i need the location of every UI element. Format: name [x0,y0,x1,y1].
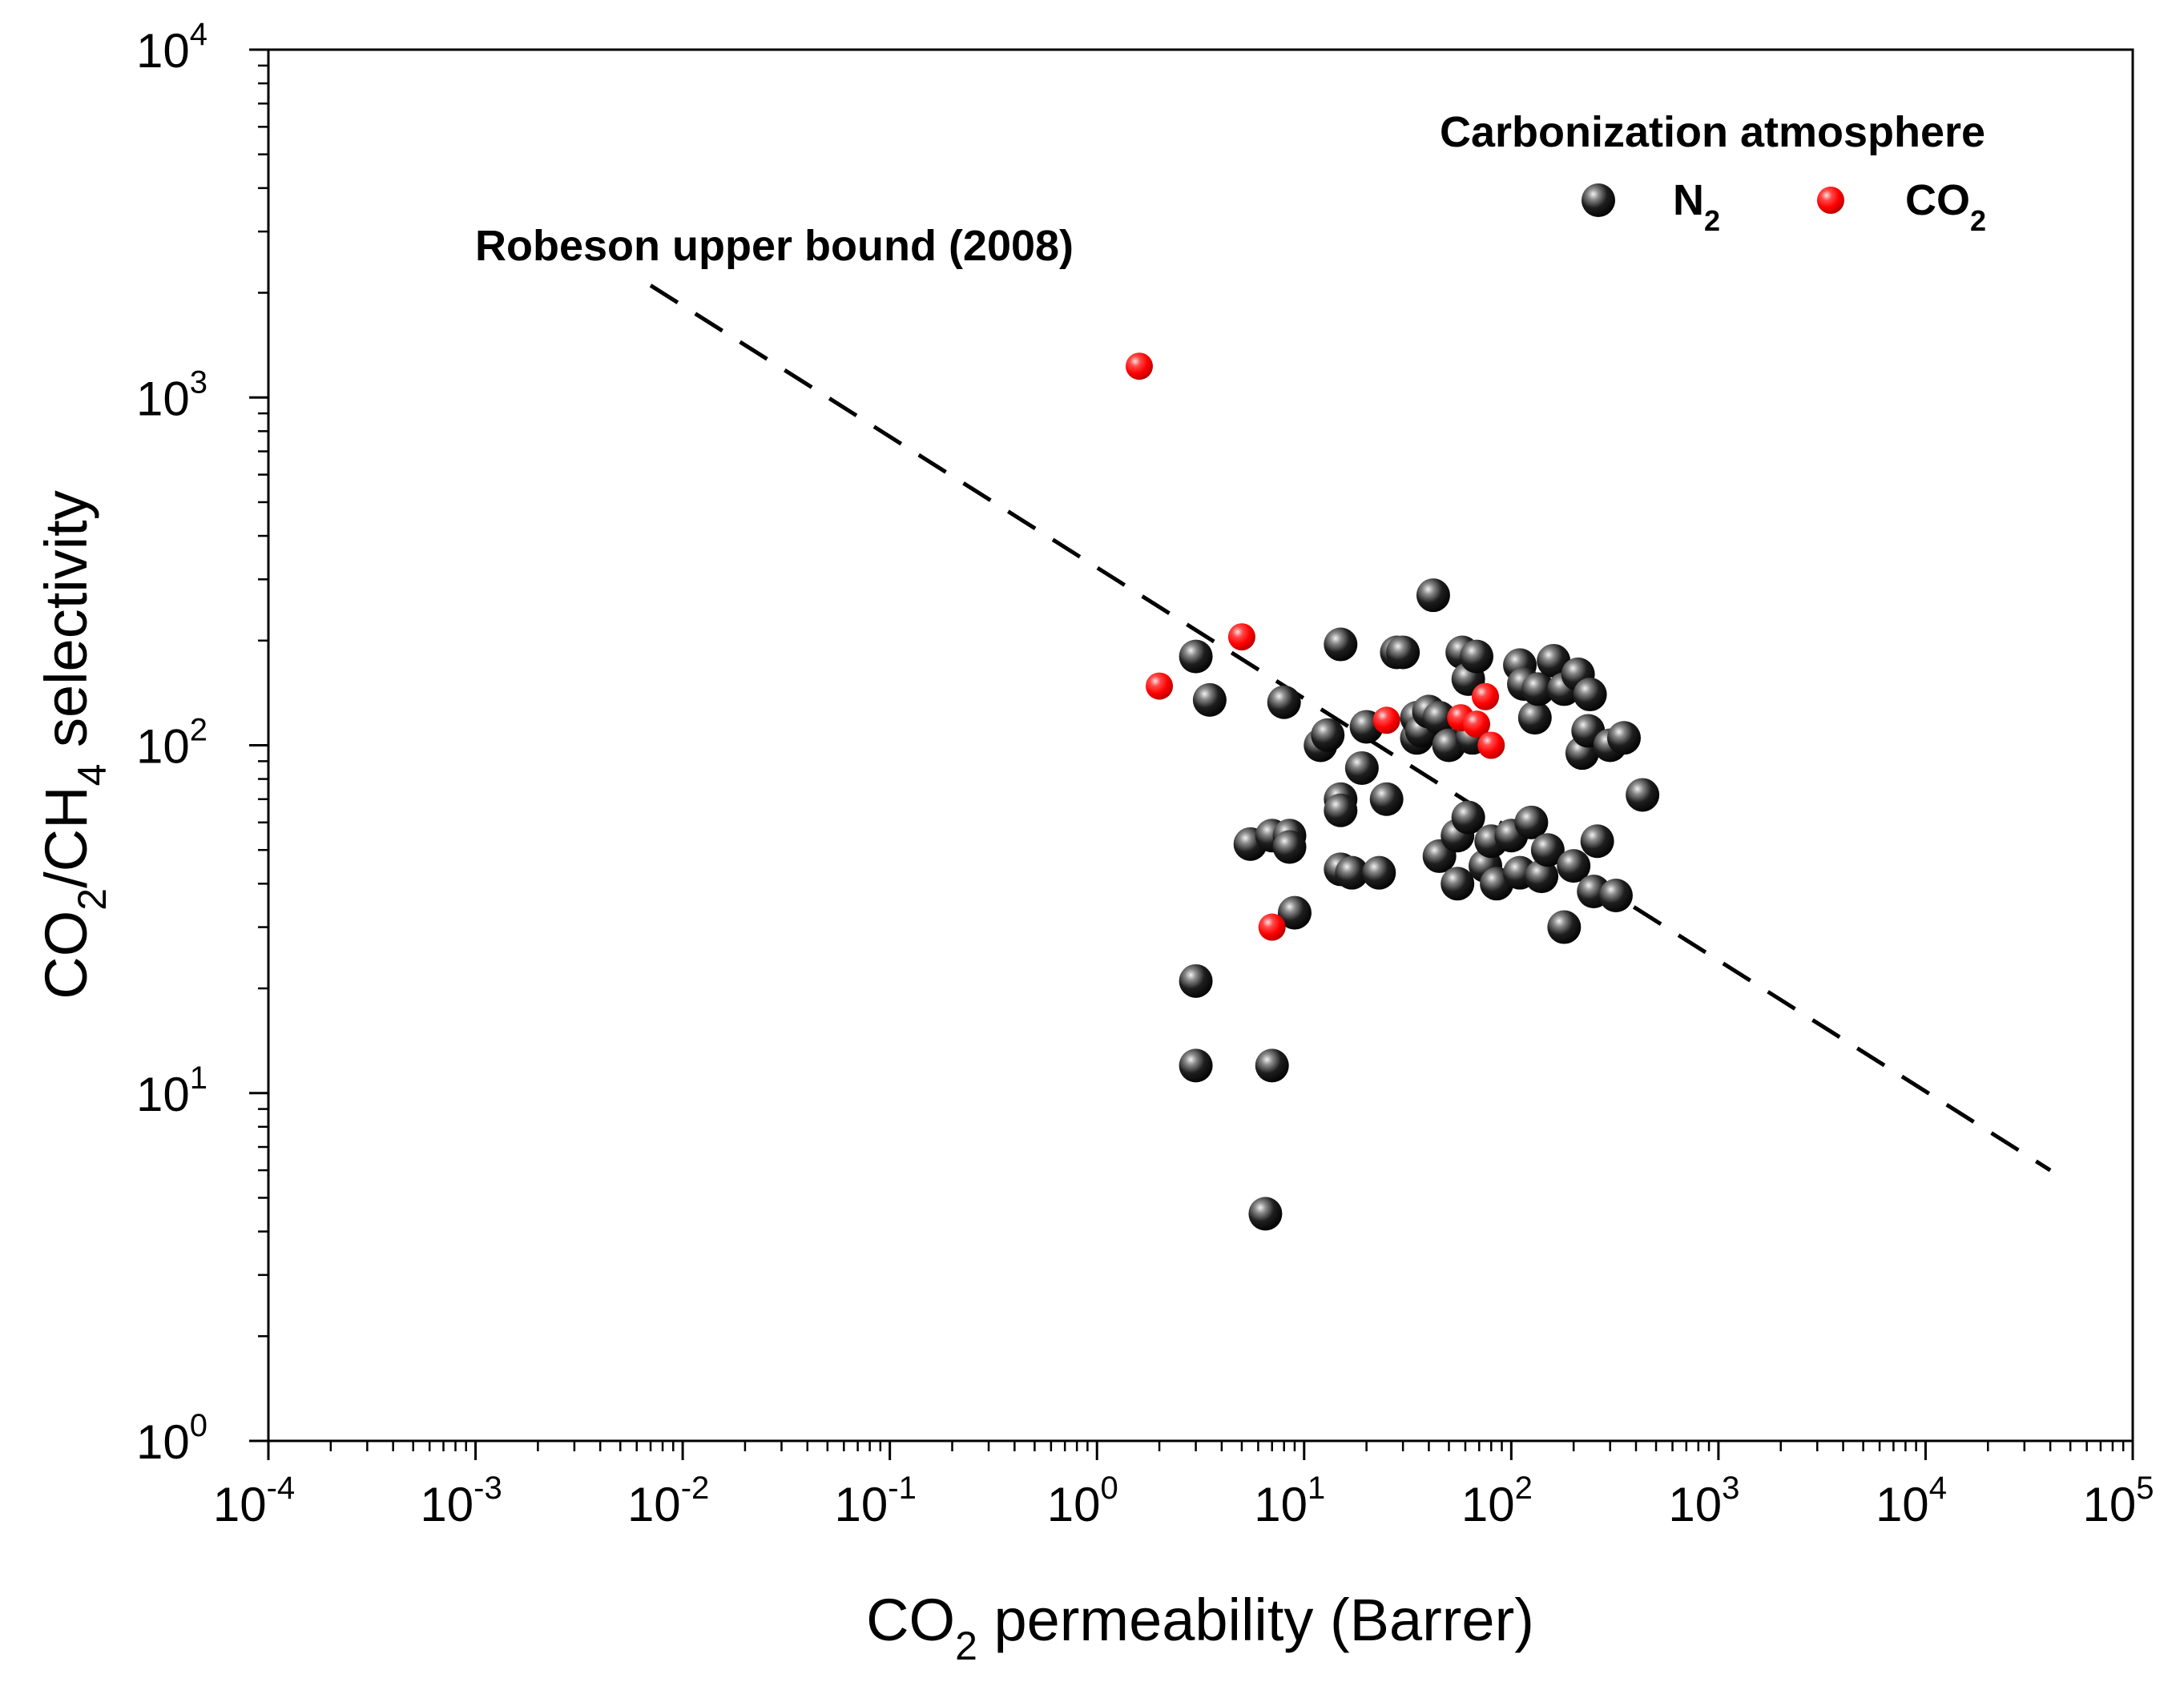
n2-data-point [1179,1048,1213,1083]
n2-data-point [1422,701,1457,735]
x-tick-label: 10-2 [627,1471,709,1531]
co2-data-point [1227,623,1255,651]
n2-data-point [1460,639,1494,674]
y-tick-label: 104 [136,17,208,78]
legend-n2-label: N2 [1673,176,1720,237]
n2-data-point [1530,833,1565,867]
x-tick-label: 10-4 [213,1471,295,1531]
legend-co2-marker [1817,187,1844,214]
n2-data-point [1344,750,1379,785]
y-tick-label: 101 [136,1060,208,1121]
n2-data-point [1517,701,1552,735]
n2-data-point [1311,718,1345,752]
series-co2 [1125,352,1505,941]
x-axis-title: CO2 permeability (Barrer) [866,1587,1534,1668]
n2-data-point [1451,800,1485,835]
n2-data-point [1607,721,1642,755]
n2-data-point [1335,855,1369,890]
n2-data-point [1179,964,1213,998]
legend: Carbonization atmosphere N2 CO2 [1440,108,1986,237]
n2-data-point [1598,879,1633,913]
y-tick-label: 102 [136,713,208,774]
n2-data-point [1580,824,1614,859]
n2-data-point [1248,1197,1283,1231]
n2-data-point [1362,855,1396,890]
x-tick-label: 10-3 [420,1471,502,1531]
x-tick-label: 101 [1254,1471,1325,1531]
n2-data-point [1272,830,1307,864]
legend-co2-label: CO2 [1905,176,1986,237]
co2-data-point [1125,352,1153,380]
co2-data-point [1372,706,1400,734]
n2-data-point [1537,643,1571,678]
n2-data-point [1255,1048,1289,1083]
y-axis-title: CO2/CH4 selectivity [33,490,115,999]
n2-data-point [1525,859,1559,894]
n2-data-point [1386,635,1420,670]
legend-n2-marker [1582,183,1615,217]
n2-data-point [1573,678,1607,712]
n2-data-point [1192,682,1227,717]
n2-data-point [1179,639,1213,674]
x-tick-label: 10-1 [835,1471,917,1531]
co2-data-point [1258,913,1286,941]
n2-data-point [1277,895,1312,930]
robeson-upper-bound-label: Robeson upper bound (2008) [475,222,1074,270]
y-axis-tick-labels: 100 101 102 103 104 [136,17,208,1469]
n2-data-point [1557,849,1591,883]
co2-data-point [1463,710,1491,738]
n2-data-point [1324,793,1358,827]
n2-data-point [1514,805,1549,839]
n2-data-point [1547,910,1582,944]
legend-title: Carbonization atmosphere [1440,108,1985,156]
n2-data-point [1626,778,1660,812]
co2-data-point [1472,682,1500,710]
x-tick-label: 102 [1461,1471,1533,1531]
y-axis-ticks [249,48,268,1442]
x-tick-label: 104 [1876,1471,1947,1531]
y-tick-label: 100 [136,1408,208,1469]
n2-data-point [1369,782,1404,816]
n2-data-point [1324,627,1358,662]
x-tick-label: 100 [1047,1471,1118,1531]
x-tick-label: 103 [1668,1471,1739,1531]
robeson-upper-bound-line [649,284,2052,1173]
n2-data-point [1441,867,1475,901]
n2-data-point [1416,578,1450,613]
y-tick-label: 103 [136,364,208,425]
x-axis-ticks [267,1441,2134,1460]
x-tick-label: 105 [2083,1471,2154,1531]
series-n2 [1179,578,1660,1231]
n2-data-point [1521,672,1556,706]
x-axis-tick-labels: 10-4 10-3 10-2 10-1 100 101 102 103 104 105 [213,1471,2154,1531]
co2-data-point [1146,672,1174,700]
co2-data-point [1477,731,1505,759]
n2-data-point [1267,685,1301,719]
